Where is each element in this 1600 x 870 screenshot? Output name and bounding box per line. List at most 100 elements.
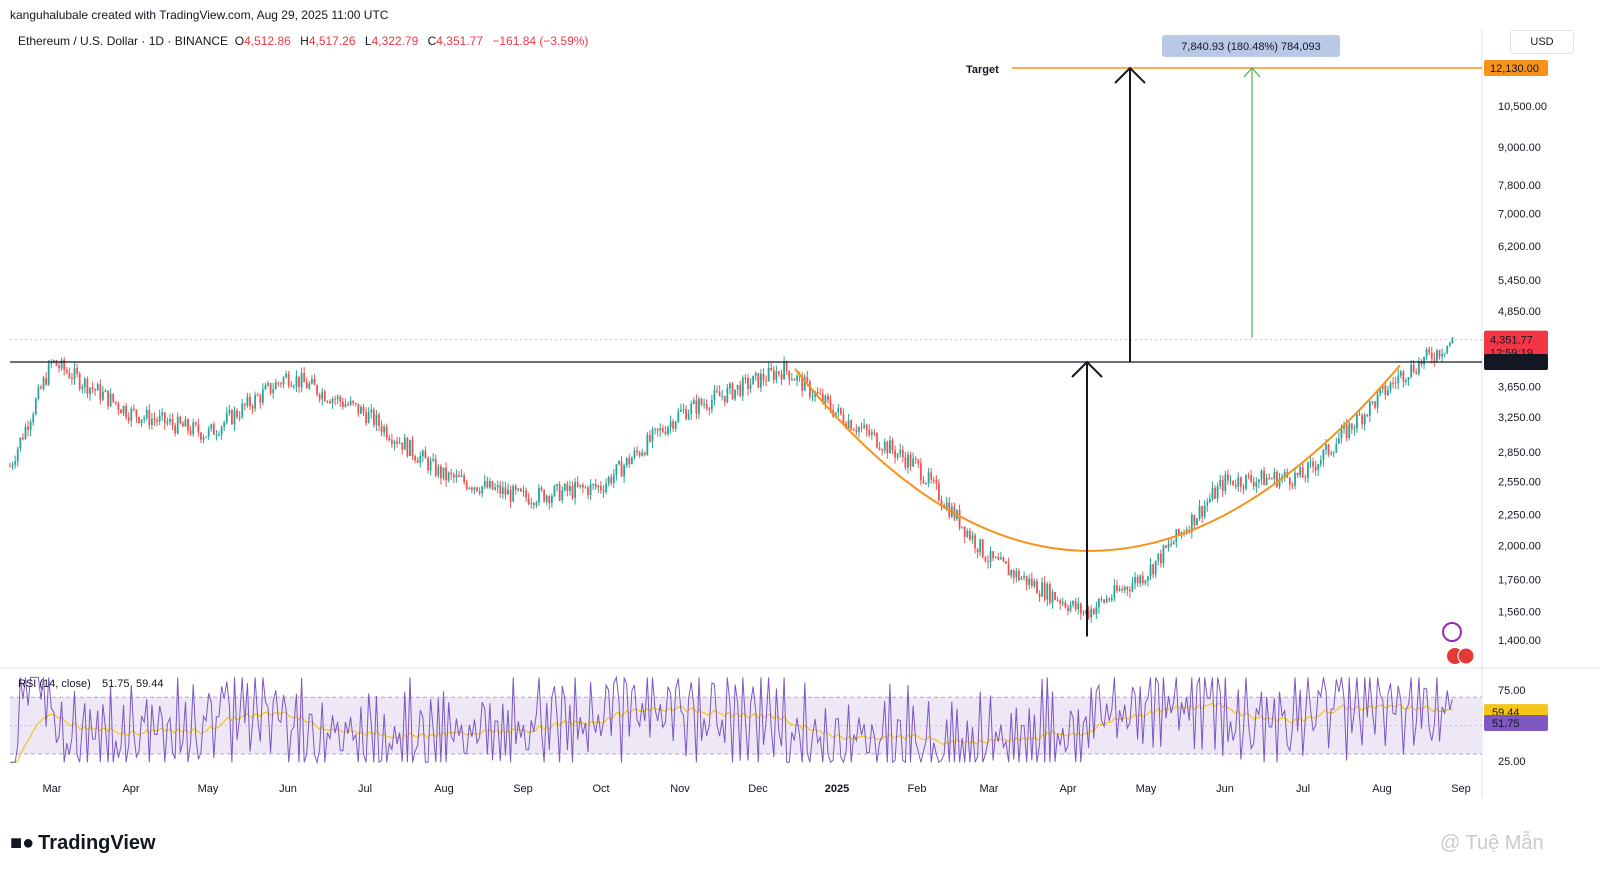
candle-body	[1170, 543, 1173, 545]
candle-body	[318, 394, 321, 400]
candle-body	[945, 502, 948, 509]
candle-body	[1229, 480, 1232, 482]
candle-body	[873, 432, 876, 434]
y-tick-label: 1,560.00	[1498, 607, 1541, 619]
candle-body	[976, 548, 979, 553]
candle-body	[690, 403, 693, 414]
candle-body	[612, 475, 615, 484]
symbol-name: Ethereum / U.S. Dollar · 1D · BINANCE	[18, 34, 229, 48]
candle-body	[1348, 423, 1351, 438]
y-tick-label: 5,450.00	[1498, 275, 1541, 287]
candle-body	[1165, 545, 1167, 548]
y-tick-label: 2,250.00	[1498, 509, 1541, 521]
x-tick-label: Sep	[1451, 783, 1471, 795]
candle-body	[241, 403, 244, 418]
x-tick-label: Mar	[980, 783, 999, 795]
tradingview-logo[interactable]: ■● TradingView	[10, 832, 156, 855]
candle-body	[81, 386, 84, 389]
candle-body	[220, 426, 223, 435]
candle-body	[1095, 607, 1098, 615]
candle-body	[360, 406, 362, 414]
alert-icon	[1442, 622, 1462, 642]
candle-body	[1015, 570, 1018, 578]
candle-body	[721, 395, 724, 397]
candle-body	[125, 405, 128, 418]
candle-body	[158, 415, 161, 422]
candle-body	[633, 450, 636, 459]
candle-body	[176, 416, 179, 434]
candle-body	[1317, 464, 1320, 471]
candle-body	[370, 409, 373, 413]
currency-selector[interactable]: USD	[1510, 30, 1574, 54]
candle-body	[1051, 592, 1054, 603]
candle-body	[545, 495, 548, 502]
candle-body	[339, 396, 342, 402]
candle-body	[509, 489, 512, 502]
candle-body	[1337, 438, 1340, 444]
candle-body	[212, 424, 215, 435]
candle-body	[1335, 443, 1338, 453]
candle-body	[419, 456, 422, 463]
candle-body	[1441, 354, 1443, 357]
candle-body	[473, 487, 476, 490]
candle-body	[483, 480, 486, 487]
x-tick-label: Sep	[513, 783, 533, 795]
candle-body	[868, 429, 871, 436]
candle-body	[357, 403, 360, 414]
candle-body	[636, 450, 638, 453]
candle-body	[19, 437, 22, 449]
candle-body	[1363, 414, 1366, 425]
candle-body	[1033, 581, 1036, 586]
candle-body	[543, 489, 546, 502]
candle-body	[829, 400, 832, 410]
candle-body	[1407, 377, 1410, 381]
target-label: Target	[966, 64, 999, 76]
candle-body	[932, 479, 935, 481]
candle-body	[1283, 472, 1286, 476]
candle-body	[850, 420, 853, 430]
candle-body	[478, 491, 481, 494]
candle-body	[153, 418, 156, 421]
candle-body	[104, 390, 107, 392]
candle-body	[277, 382, 280, 384]
low-value: 4,322.79	[371, 34, 419, 48]
candle-body	[1255, 482, 1258, 487]
candle-body	[411, 439, 414, 457]
candle-body	[1028, 578, 1031, 585]
candle-body	[481, 486, 484, 494]
candle-body	[837, 407, 840, 413]
candle-body	[1079, 603, 1082, 614]
candle-body	[414, 456, 417, 461]
candle-body	[1423, 356, 1425, 365]
candle-body	[458, 474, 460, 477]
candle-body	[1319, 460, 1322, 465]
candle-body	[274, 382, 277, 390]
candle-body	[625, 457, 628, 466]
candle-body	[1273, 472, 1276, 480]
candle-body	[109, 393, 112, 407]
candle-body	[380, 425, 383, 433]
candle-body	[881, 449, 884, 451]
candle-body	[731, 383, 734, 399]
candle-body	[161, 412, 164, 416]
candle-body	[806, 376, 809, 382]
candle-body	[156, 420, 158, 422]
candle-body	[618, 461, 620, 465]
candle-body	[579, 484, 582, 487]
candle-body	[736, 385, 739, 390]
candle-body	[999, 557, 1002, 560]
candle-body	[788, 370, 791, 380]
candle-body	[1116, 585, 1118, 591]
candle-body	[316, 385, 318, 395]
candle-body	[261, 389, 264, 403]
candle-body	[1446, 345, 1449, 353]
open-value: 4,512.86	[244, 34, 291, 48]
candle-body	[192, 422, 195, 435]
candle-body	[1322, 449, 1325, 461]
candle-body	[1059, 600, 1062, 604]
candle-body	[287, 374, 290, 386]
candle-body	[11, 464, 14, 467]
candle-body	[311, 379, 313, 384]
candle-body	[383, 426, 386, 433]
